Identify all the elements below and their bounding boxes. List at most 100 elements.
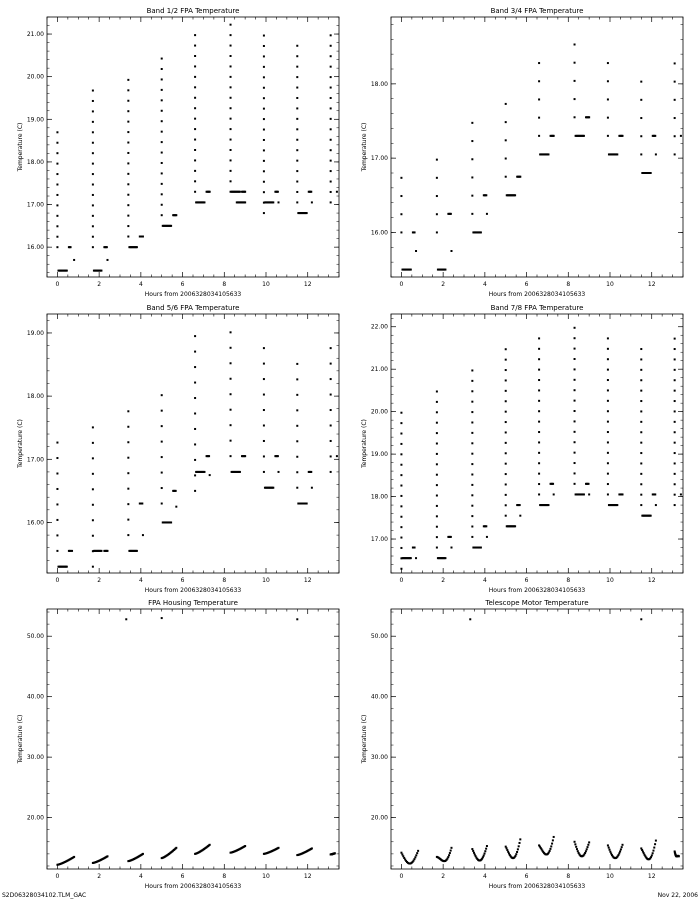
- x-tick-label: 8: [222, 873, 226, 880]
- data-point: [262, 212, 265, 215]
- data-point: [329, 170, 332, 173]
- outlier-point: [160, 617, 163, 620]
- data-point: [56, 235, 59, 238]
- data-point: [673, 62, 676, 65]
- data-point: [484, 850, 487, 853]
- y-axis-label: Temperature (C): [361, 715, 368, 765]
- data-point: [56, 441, 59, 444]
- data-point: [400, 484, 403, 487]
- data-point: [446, 857, 449, 860]
- data-point: [296, 486, 299, 489]
- data-point: [127, 204, 130, 207]
- data-point: [610, 854, 613, 857]
- data-point: [606, 431, 609, 434]
- data-point: [277, 201, 280, 204]
- data-point: [276, 190, 279, 193]
- data-point: [640, 847, 643, 850]
- data-point: [106, 258, 109, 261]
- x-tick-label: 10: [606, 281, 614, 288]
- data-point: [673, 368, 676, 371]
- data-point: [411, 860, 414, 863]
- data-point: [229, 331, 232, 334]
- plot-frame: [390, 608, 684, 870]
- data-point: [584, 850, 587, 853]
- data-point: [262, 170, 265, 173]
- data-point: [229, 128, 232, 131]
- data-point: [127, 487, 130, 490]
- data-point: [504, 369, 507, 372]
- y-tick-label: 20.00: [371, 815, 388, 822]
- data-point: [262, 138, 265, 141]
- data-point: [405, 859, 408, 862]
- data-point: [504, 462, 507, 465]
- data-point: [573, 61, 576, 64]
- data-point: [481, 856, 484, 859]
- plot-frame: [390, 313, 684, 574]
- data-point: [573, 116, 576, 119]
- x-tick-label: 12: [304, 281, 312, 288]
- data-point: [573, 378, 576, 381]
- data-point: [547, 851, 550, 854]
- data-point: [91, 426, 94, 429]
- data-point: [578, 853, 581, 856]
- data-point: [413, 231, 416, 234]
- data-point: [400, 195, 403, 198]
- data-point: [262, 470, 265, 473]
- y-tick-label: 19.00: [27, 116, 44, 123]
- data-point: [447, 856, 450, 859]
- data-point: [127, 534, 130, 537]
- data-point: [606, 844, 609, 847]
- data-point: [194, 34, 197, 37]
- data-point: [335, 455, 338, 458]
- data-point: [56, 173, 59, 176]
- data-point: [194, 138, 197, 141]
- data-point: [329, 65, 332, 68]
- data-point: [175, 214, 178, 217]
- data-point: [262, 393, 265, 396]
- data-point: [508, 853, 511, 856]
- data-point: [127, 410, 130, 413]
- data-point: [471, 483, 474, 486]
- data-point: [471, 431, 474, 434]
- x-tick-label: 4: [483, 281, 487, 288]
- data-point: [229, 138, 232, 141]
- x-tick-label: 2: [441, 873, 445, 880]
- data-point: [127, 503, 130, 506]
- data-point: [244, 845, 247, 848]
- data-point: [296, 128, 299, 131]
- data-point: [194, 366, 197, 369]
- data-point: [160, 440, 163, 443]
- data-point: [652, 849, 655, 852]
- outlier-point: [125, 618, 128, 621]
- data-point: [296, 96, 299, 99]
- data-point: [509, 855, 512, 858]
- data-point: [640, 153, 643, 156]
- data-point: [435, 473, 438, 476]
- chart-title: Band 7/8 FPA Temperature: [491, 304, 584, 312]
- data-point: [673, 135, 676, 138]
- data-point: [262, 149, 265, 152]
- data-point: [641, 848, 644, 851]
- y-axis-label: Temperature (C): [361, 419, 368, 469]
- chart-title: FPA Housing Temperature: [148, 599, 238, 607]
- data-point: [538, 493, 541, 496]
- y-tick-label: 20.00: [27, 815, 44, 822]
- data-point: [229, 439, 232, 442]
- data-point: [400, 463, 403, 466]
- data-point: [551, 839, 554, 842]
- data-point: [160, 78, 163, 81]
- data-point: [471, 442, 474, 445]
- data-point: [208, 455, 211, 458]
- x-tick-label: 2: [441, 577, 445, 584]
- data-point: [573, 98, 576, 101]
- data-point: [538, 337, 541, 340]
- data-series: [56, 23, 338, 272]
- data-point: [91, 110, 94, 113]
- data-point: [504, 102, 507, 105]
- data-point: [538, 62, 541, 65]
- data-point: [550, 845, 553, 848]
- data-point: [141, 502, 144, 505]
- data-point: [654, 493, 657, 496]
- data-point: [400, 453, 403, 456]
- data-point: [413, 858, 416, 861]
